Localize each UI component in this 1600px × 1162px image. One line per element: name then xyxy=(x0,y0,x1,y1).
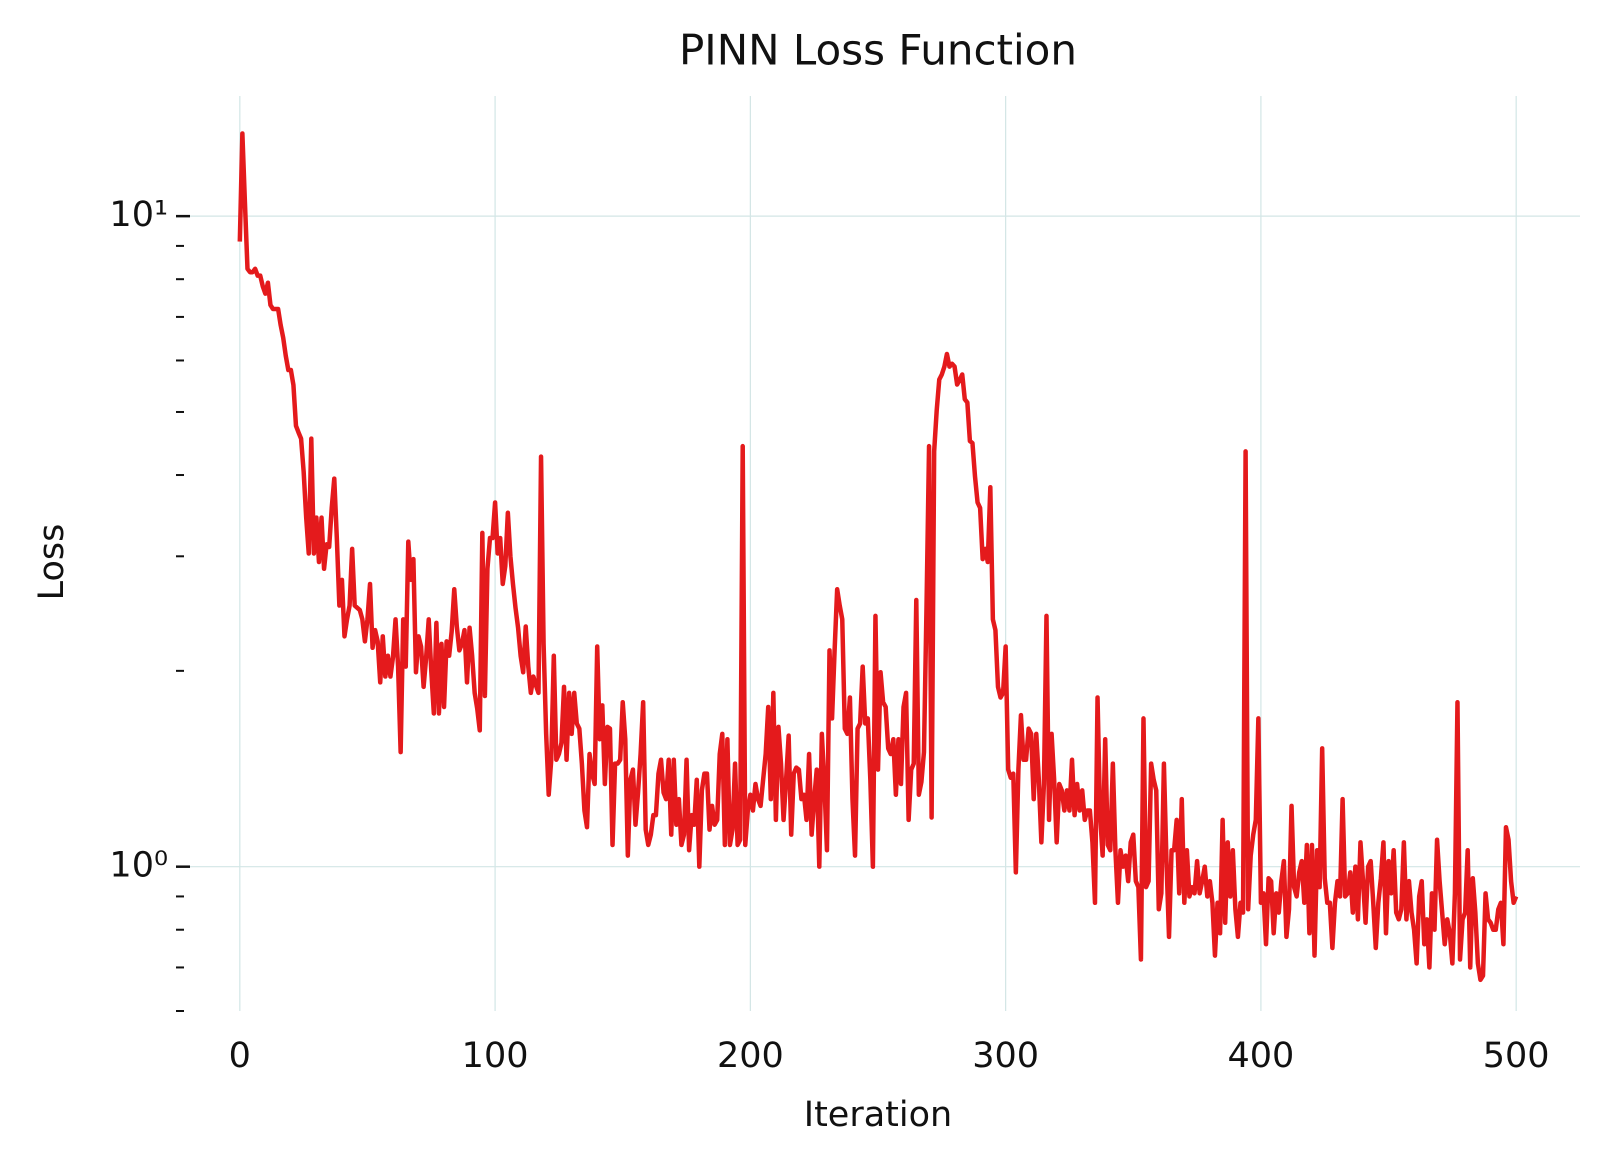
x-tick-label: 500 xyxy=(1483,1036,1550,1076)
x-tick-label: 400 xyxy=(1228,1036,1295,1076)
y-axis-label: Loss xyxy=(32,524,72,601)
loss-line xyxy=(237,131,1519,983)
x-tick-label: 0 xyxy=(229,1036,251,1076)
y-tick-label: 10⁰ xyxy=(109,846,168,886)
chart-title: PINN Loss Function xyxy=(679,26,1077,75)
x-tick-label: 300 xyxy=(972,1036,1039,1076)
x-tick-label: 200 xyxy=(717,1036,784,1076)
y-tick-label: 10¹ xyxy=(109,195,168,235)
x-tick-label: 100 xyxy=(462,1036,529,1076)
x-axis-label: Iteration xyxy=(804,1095,952,1135)
